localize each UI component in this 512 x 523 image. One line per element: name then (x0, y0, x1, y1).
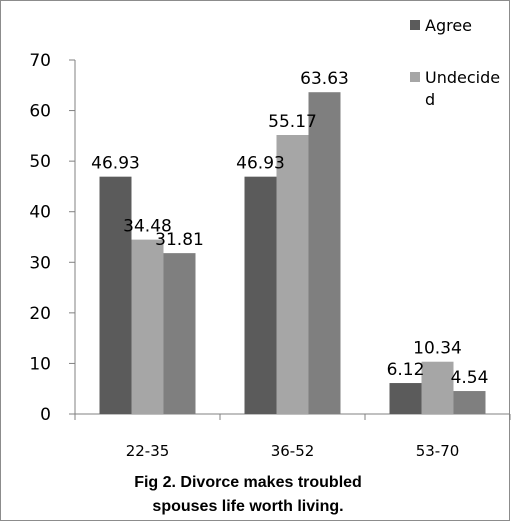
y-tick-label: 70 (29, 51, 51, 71)
data-label: 34.48 (123, 217, 172, 237)
bar (244, 176, 277, 414)
chart-caption-line-1: Fig 2. Divorce makes troubled (134, 474, 362, 491)
x-tick-label: 22-35 (126, 442, 170, 460)
bar (308, 92, 341, 415)
bar (276, 134, 309, 414)
legend-label: Undecide (425, 68, 500, 87)
legend-swatch (410, 72, 420, 82)
legend-swatch (410, 20, 420, 30)
data-label: 46.93 (91, 154, 140, 174)
axes: 0 10 20 30 40 50 60 70 22-35 36-52 53-70 (29, 51, 511, 460)
data-label: 31.81 (155, 230, 204, 250)
data-label: 55.17 (268, 112, 317, 132)
legend-label: Agree (425, 16, 472, 35)
y-tick-label: 60 (29, 102, 51, 122)
bar (163, 253, 196, 414)
bar (421, 361, 454, 414)
bar (131, 239, 164, 414)
y-tick-label: 50 (29, 152, 51, 172)
bar (99, 176, 132, 414)
legend-label: d (425, 90, 435, 109)
x-tick-label: 53-70 (416, 442, 460, 460)
bar (389, 383, 422, 414)
y-tick-label: 10 (29, 354, 51, 374)
y-tick-label: 20 (29, 304, 51, 324)
x-tick-label: 36-52 (271, 442, 315, 460)
data-label: 4.54 (451, 368, 489, 388)
bar (453, 391, 486, 414)
legend: Agree Undecide d (410, 16, 500, 109)
chart-caption-line-2: spouses life worth living. (152, 498, 343, 515)
y-tick-label: 30 (29, 253, 51, 273)
data-label: 46.93 (236, 154, 285, 174)
bars (99, 92, 486, 415)
data-label: 63.63 (300, 69, 349, 89)
data-label: 10.34 (413, 339, 462, 359)
data-label: 6.12 (387, 360, 425, 380)
y-tick-label: 0 (40, 405, 51, 425)
y-tick-label: 40 (29, 203, 51, 223)
